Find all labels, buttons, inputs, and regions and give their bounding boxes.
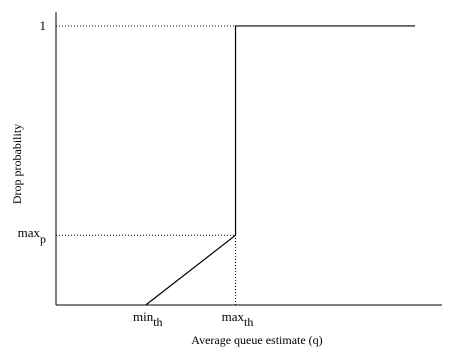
x-tick-label-1: maxth <box>222 309 254 329</box>
reference-lines <box>56 25 237 305</box>
x-tick-labels: minth maxth <box>133 309 253 329</box>
y-tick-labels: maxp 1 <box>18 18 46 246</box>
y-tick-label-1: 1 <box>40 18 47 33</box>
series-layer <box>145 25 416 306</box>
y-axis-label: Drop probability <box>10 124 24 204</box>
y-tick-label-0: maxp <box>18 225 46 246</box>
series-line-0 <box>145 25 416 306</box>
x-tick-label-0: minth <box>133 309 163 329</box>
x-axis-label: Average queue estimate (q) <box>191 333 322 347</box>
